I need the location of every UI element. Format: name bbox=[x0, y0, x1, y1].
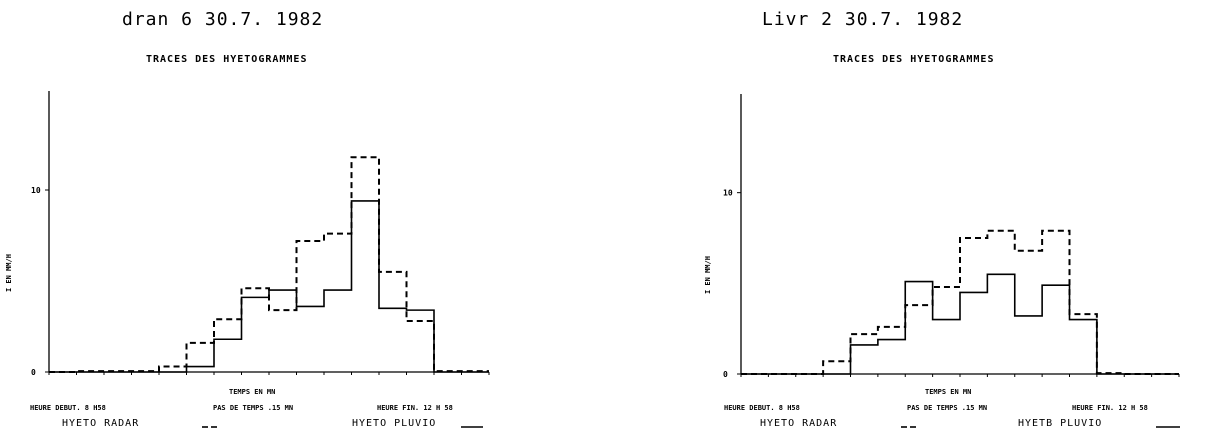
y-axis-label: I EN MM/H bbox=[5, 254, 13, 292]
x-axis-label: TEMPS EN MN bbox=[229, 388, 275, 396]
x-axis-label: TEMPS EN MN bbox=[925, 388, 971, 396]
legend-radar-label: HYETO RADAR bbox=[62, 418, 139, 429]
footer-end-time: HEURE FIN. 12 H 58 bbox=[377, 404, 453, 412]
footer-time-step: PAS DE TEMPS .15 MN bbox=[907, 404, 987, 412]
chart-subtitle: TRACES DES HYETOGRAMMES bbox=[833, 54, 994, 65]
series-radar-line bbox=[49, 156, 489, 373]
y-tick-label: 10 bbox=[723, 189, 733, 198]
legend-radar-label: HYETO RADAR bbox=[760, 418, 837, 429]
legend-pluvio-label: HYETO PLUVIO bbox=[352, 418, 436, 429]
footer-start-time: HEURE DEBUT. 8 H58 bbox=[724, 404, 800, 412]
legend-pluvio-label: HYETB PLUVIO bbox=[1018, 418, 1102, 429]
chart-title: Livr 2 30.7. 1982 bbox=[762, 9, 963, 30]
footer-time-step: PAS DE TEMPS .15 MN bbox=[213, 404, 293, 412]
series-pluvio-line bbox=[49, 200, 489, 373]
chart-panel-left: dran 6 30.7. 1982 TRACES DES HYETOGRAMME… bbox=[5, 9, 490, 429]
y-tick-label: 0 bbox=[31, 368, 36, 377]
series-pluvio-line bbox=[741, 273, 1179, 375]
chart-subtitle: TRACES DES HYETOGRAMMES bbox=[146, 54, 307, 65]
footer-start-time: HEURE DEBUT. 8 H58 bbox=[30, 404, 106, 412]
footer-end-time: HEURE FIN. 12 H 58 bbox=[1072, 404, 1148, 412]
y-axis-label: I EN MM/H bbox=[704, 256, 712, 294]
y-tick-label: 0 bbox=[723, 370, 728, 379]
chart-panel-right: Livr 2 30.7. 1982 TRACES DES HYETOGRAMME… bbox=[704, 9, 1180, 429]
chart-title: dran 6 30.7. 1982 bbox=[122, 9, 323, 30]
y-tick-label: 10 bbox=[31, 186, 41, 195]
